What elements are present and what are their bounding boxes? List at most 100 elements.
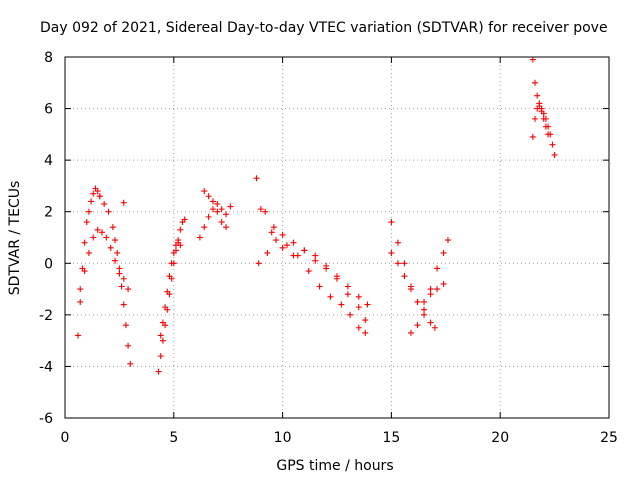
data-point bbox=[94, 226, 101, 233]
data-point bbox=[159, 319, 166, 326]
chart-title: Day 092 of 2021, Sidereal Day-to-day VTE… bbox=[40, 20, 608, 36]
data-point bbox=[414, 298, 421, 305]
series-pass-A-down bbox=[96, 193, 134, 367]
data-point bbox=[421, 306, 428, 313]
data-point bbox=[205, 193, 212, 200]
data-point bbox=[545, 131, 552, 138]
data-points bbox=[75, 56, 558, 375]
data-point bbox=[355, 304, 362, 311]
data-point bbox=[362, 317, 369, 324]
data-point bbox=[532, 115, 539, 122]
data-point bbox=[223, 211, 230, 218]
data-point bbox=[168, 260, 175, 267]
data-point bbox=[75, 332, 82, 339]
data-point bbox=[394, 260, 401, 267]
data-point bbox=[427, 291, 434, 298]
data-point bbox=[388, 249, 395, 256]
y-tick-label: 4 bbox=[44, 153, 53, 169]
data-point bbox=[112, 257, 119, 264]
series-pass-D-middle bbox=[257, 206, 369, 324]
data-point bbox=[401, 273, 408, 280]
y-tick-label: -4 bbox=[39, 359, 53, 375]
data-point bbox=[279, 244, 286, 251]
data-point bbox=[394, 239, 401, 246]
data-point bbox=[101, 200, 108, 207]
data-point bbox=[427, 319, 434, 326]
series-pass-D-upper bbox=[253, 175, 371, 308]
x-tick-label: 10 bbox=[274, 430, 292, 446]
series-pass-F bbox=[529, 56, 558, 158]
data-point bbox=[166, 273, 173, 280]
data-point bbox=[120, 301, 127, 308]
data-point bbox=[201, 188, 208, 195]
data-point bbox=[85, 208, 92, 215]
series-pass-E-outer bbox=[388, 249, 447, 305]
y-tick-label: 2 bbox=[44, 205, 53, 221]
series-pass-A-inner bbox=[77, 226, 132, 293]
data-point bbox=[223, 224, 230, 231]
data-point bbox=[344, 291, 351, 298]
series-pass-D-lower bbox=[255, 237, 369, 336]
data-point bbox=[434, 286, 441, 293]
data-point bbox=[157, 332, 164, 339]
data-point bbox=[85, 249, 92, 256]
data-point bbox=[542, 123, 549, 130]
data-point bbox=[407, 329, 414, 336]
data-point bbox=[264, 249, 271, 256]
data-point bbox=[338, 301, 345, 308]
data-point bbox=[301, 247, 308, 254]
data-point bbox=[214, 200, 221, 207]
data-point bbox=[327, 293, 334, 300]
series-pass-B bbox=[155, 216, 188, 375]
data-point bbox=[96, 193, 103, 200]
series-pass-F-lower bbox=[529, 102, 552, 140]
data-point bbox=[444, 237, 451, 244]
data-point bbox=[118, 283, 125, 290]
series-pass-A-up bbox=[75, 185, 103, 339]
data-point bbox=[196, 234, 203, 241]
data-point bbox=[273, 237, 280, 244]
data-point bbox=[270, 224, 277, 231]
y-tick-label: 6 bbox=[44, 102, 53, 118]
data-point bbox=[534, 92, 541, 99]
data-point bbox=[253, 175, 260, 182]
x-tick-label: 0 bbox=[61, 430, 70, 446]
data-point bbox=[103, 234, 110, 241]
data-point bbox=[88, 198, 95, 205]
data-point bbox=[355, 324, 362, 331]
data-point bbox=[109, 224, 116, 231]
data-point bbox=[536, 102, 543, 109]
data-point bbox=[81, 239, 88, 246]
x-tick-label: 5 bbox=[169, 430, 178, 446]
data-point bbox=[116, 265, 123, 272]
data-point bbox=[98, 229, 105, 236]
data-point bbox=[279, 231, 286, 238]
y-tick-label: 8 bbox=[44, 50, 53, 66]
series-pass-E-up bbox=[407, 237, 451, 336]
data-point bbox=[283, 242, 290, 249]
grid bbox=[65, 57, 609, 418]
data-point bbox=[170, 249, 177, 256]
x-axis-label: GPS time / hours bbox=[276, 458, 393, 474]
data-point bbox=[421, 298, 428, 305]
data-point bbox=[551, 151, 558, 158]
data-point bbox=[434, 265, 441, 272]
data-point bbox=[164, 288, 171, 295]
y-tick-label: 0 bbox=[44, 256, 53, 272]
data-point bbox=[120, 275, 127, 282]
data-point bbox=[257, 206, 264, 213]
series-pass-C-upper bbox=[201, 188, 230, 231]
data-point bbox=[209, 206, 216, 213]
data-point bbox=[181, 216, 188, 223]
data-point bbox=[344, 283, 351, 290]
x-tick-label: 20 bbox=[491, 430, 509, 446]
data-point bbox=[81, 268, 88, 275]
axis-tick-labels: 0 5 10 15 20 25 -6 -4 -2 0 2 4 6 8 bbox=[39, 50, 618, 446]
data-point bbox=[107, 244, 114, 251]
data-point bbox=[162, 304, 169, 311]
data-point bbox=[549, 141, 556, 148]
data-point bbox=[538, 108, 545, 115]
x-tick-label: 25 bbox=[600, 430, 618, 446]
data-point bbox=[209, 198, 216, 205]
